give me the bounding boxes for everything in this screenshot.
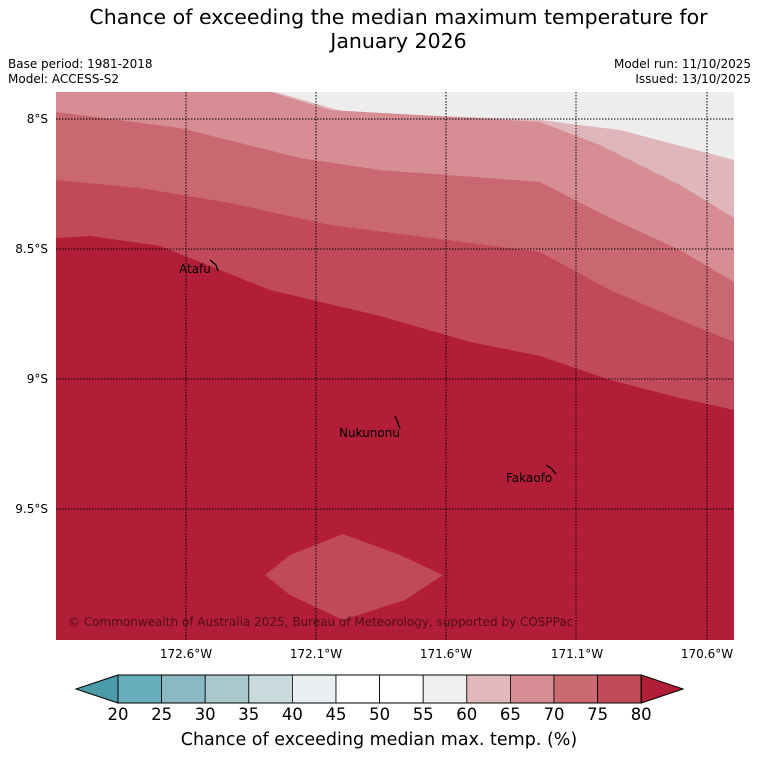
base-period-text: Base period: 1981-2018 bbox=[8, 57, 153, 71]
colorbar-tick-label: 50 bbox=[369, 705, 390, 724]
nukunonu-atoll-shape bbox=[394, 415, 401, 430]
colorbar-tick-label: 40 bbox=[282, 705, 303, 724]
colorbar: 20 25 30 35 40 45 50 55 60 65 70 75 80 bbox=[74, 674, 685, 724]
colorbar-tick-label: 65 bbox=[500, 705, 521, 724]
colorbar-frame bbox=[117, 674, 642, 704]
colorbar-segment bbox=[597, 674, 642, 704]
lon-label-171-6w: 171.6°W bbox=[420, 647, 472, 661]
colorbar-segment bbox=[248, 674, 293, 704]
place-label-atafu: Atafu bbox=[179, 262, 211, 276]
chart-title: Chance of exceeding the median maximum t… bbox=[0, 5, 758, 53]
colorbar-tick-label: 45 bbox=[326, 705, 347, 724]
colorbar-title: Chance of exceeding median max. temp. (%… bbox=[180, 730, 578, 750]
colorbar-segment bbox=[466, 674, 511, 704]
colorbar-tick-label: 70 bbox=[544, 705, 565, 724]
colorbar-tick-label: 75 bbox=[587, 705, 608, 724]
latitude-labels: 8°S 8.5°S 9°S 9.5°S bbox=[15, 112, 48, 516]
colorbar-extend-low bbox=[74, 674, 119, 704]
lon-label-170-6w: 170.6°W bbox=[681, 647, 733, 661]
colorbar-tick-label: 30 bbox=[195, 705, 216, 724]
title-line-1: Chance of exceeding the median maximum t… bbox=[89, 5, 708, 29]
place-label-nukunonu: Nukunonu bbox=[339, 426, 400, 440]
colorbar-segment bbox=[509, 674, 555, 704]
colorbar-segment bbox=[553, 674, 598, 704]
colorbar-segment bbox=[204, 674, 250, 704]
colorbar-segment bbox=[335, 674, 380, 704]
contour-band-above-80 bbox=[56, 236, 734, 640]
colorbar-tick-label: 55 bbox=[413, 705, 434, 724]
colorbar-segment bbox=[161, 674, 206, 704]
place-label-fakaofo: Fakaofo bbox=[506, 471, 552, 485]
lat-label-9-5s: 9.5°S bbox=[15, 502, 48, 516]
atafu-atoll-shape bbox=[209, 259, 219, 272]
lon-label-172-6w: 172.6°W bbox=[160, 647, 212, 661]
colorbar-tick-label: 80 bbox=[631, 705, 652, 724]
lon-label-171-1w: 171.1°W bbox=[551, 647, 603, 661]
colorbar-tick-label: 25 bbox=[151, 705, 172, 724]
issued-text: Issued: 13/10/2025 bbox=[635, 72, 751, 86]
colorbar-segment bbox=[379, 674, 424, 704]
colorbar-tick-label: 20 bbox=[108, 705, 129, 724]
lat-label-8-5s: 8.5°S bbox=[15, 242, 48, 256]
meta-left: Base period: 1981-2018 Model: ACCESS-S2 bbox=[8, 57, 153, 87]
longitude-labels: 172.6°W 172.1°W 171.6°W 171.1°W 170.6°W bbox=[160, 647, 733, 661]
fakaofo-atoll-shape bbox=[545, 464, 557, 475]
graticule bbox=[56, 92, 734, 640]
copyright-text: © Commonwealth of Australia 2025, Bureau… bbox=[68, 615, 573, 629]
colorbar-segment bbox=[422, 674, 468, 704]
colorbar-tick-label: 60 bbox=[456, 705, 477, 724]
title-line-2: January 2026 bbox=[330, 29, 467, 53]
map-area: Atafu Nukunonu Fakaofo © Commonwealth of… bbox=[56, 92, 734, 640]
meta-right: Model run: 11/10/2025 Issued: 13/10/2025 bbox=[614, 57, 751, 87]
atoll-outlines bbox=[209, 259, 557, 475]
colorbar-segment bbox=[291, 674, 337, 704]
lat-label-8s: 8°S bbox=[27, 112, 48, 126]
contour-band-75-80-patch bbox=[265, 534, 443, 620]
model-text: Model: ACCESS-S2 bbox=[8, 72, 120, 86]
colorbar-segment bbox=[117, 674, 162, 704]
colorbar-extend-high bbox=[640, 674, 685, 704]
model-run-text: Model run: 11/10/2025 bbox=[613, 57, 751, 71]
lat-label-9s: 9°S bbox=[27, 372, 48, 386]
lon-label-172-1w: 172.1°W bbox=[290, 647, 342, 661]
colorbar-tick-label: 35 bbox=[238, 705, 259, 724]
